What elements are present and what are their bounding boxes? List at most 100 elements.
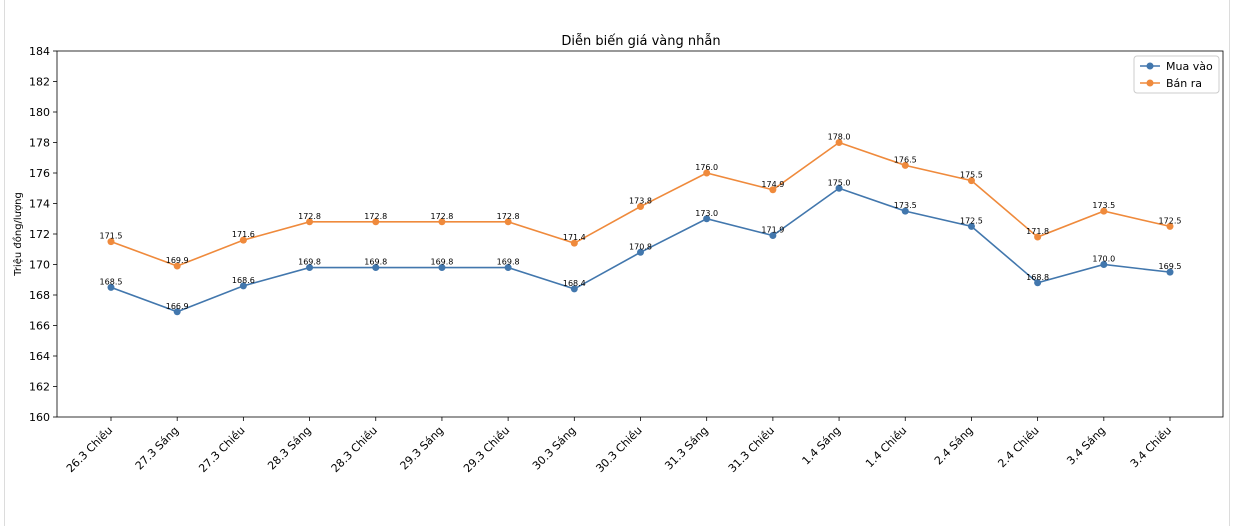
data-label-mua-vao: 173.5 [894,201,917,210]
y-tick-label: 182 [29,76,50,89]
y-tick-label: 164 [29,350,50,363]
data-point-ban-ra [703,169,711,177]
legend-marker-mua-vao [1146,62,1154,70]
y-tick-label: 172 [29,228,50,241]
data-label-ban-ra: 171.5 [100,232,123,241]
data-point-ban-ra [835,139,843,146]
data-label-ban-ra: 172.8 [430,212,453,221]
data-label-mua-vao: 169.8 [298,258,321,267]
x-tick-label: 27.3 Chiều [196,424,247,475]
data-label-mua-vao: 168.6 [232,276,255,285]
data-label-mua-vao: 169.8 [430,258,453,267]
data-label-mua-vao: 175.0 [828,178,851,187]
data-point-ban-ra [239,236,247,244]
data-point-ban-ra [438,218,446,226]
y-ticks: 160 162 164 166 168 170 172 174 176 178 180 182 184 [29,45,57,424]
data-label-ban-ra: 176.5 [894,155,917,164]
data-point-mua-vao [1034,279,1042,287]
x-tick-label: 2.4 Sáng [932,424,976,468]
y-tick-label: 160 [29,411,50,424]
data-label-ban-ra: 172.8 [298,212,321,221]
data-label-ban-ra: 171.4 [563,233,586,242]
data-point-mua-vao [1100,261,1108,268]
data-label-mua-vao: 168.8 [1026,273,1049,282]
x-tick-label: 28.3 Sáng [265,424,314,473]
data-point-mua-vao [306,264,314,272]
y-axis-label: Triệu đồng/lượng [12,192,24,277]
chart-title: Diễn biến giá vàng nhẫn [561,34,720,49]
series-group: 168.5 166.9 168.6 169.8 169.8 169.8 169.8 168.4… [100,133,1182,316]
data-point-ban-ra [1034,233,1042,241]
y-tick-label: 166 [29,320,50,333]
data-label-mua-vao: 169.5 [1159,262,1182,271]
data-point-mua-vao [239,282,247,290]
y-tick-label: 176 [29,167,50,180]
x-tick-label: 29.3 Chiều [461,424,512,475]
legend: Mua vào Bán ra [1133,55,1220,94]
data-label-ban-ra: 176.0 [695,163,718,172]
data-label-ban-ra: 175.5 [960,171,983,180]
data-label-mua-vao: 173.0 [695,209,718,218]
data-label-mua-vao: 168.4 [563,279,586,288]
data-label-ban-ra: 174.9 [761,180,784,189]
line-chart: Diễn biến giá vàng nhẫn Triệu đồng/lượng… [12,34,1224,475]
y-tick-label: 184 [29,45,50,58]
y-tick-label: 168 [29,289,50,302]
x-tick-label: 29.3 Sáng [398,424,447,473]
data-point-mua-vao [769,232,777,240]
data-point-ban-ra [504,218,512,226]
data-label-ban-ra: 173.5 [1092,201,1115,210]
data-point-mua-vao [107,283,115,291]
y-tick-label: 162 [29,381,50,394]
data-point-ban-ra [306,218,314,226]
data-point-mua-vao [438,264,446,272]
data-label-mua-vao: 169.8 [364,258,387,267]
data-label-mua-vao: 166.9 [166,302,189,311]
data-point-ban-ra [173,262,181,270]
x-ticks: 26.3 Chiều 27.3 Sáng 27.3 Chiều 28.3 Sáng 28… [64,417,1174,475]
chart-container: Diễn biến giá vàng nhẫn Triệu đồng/lượng… [4,0,1230,526]
data-point-mua-vao [1166,268,1174,276]
y-tick-label: 180 [29,106,50,119]
x-tick-label: 31.3 Sáng [662,424,711,473]
legend-marker-ban-ra [1146,79,1154,87]
data-label-ban-ra: 171.8 [1026,227,1049,236]
x-tick-label: 2.4 Chiều [995,424,1041,470]
x-tick-label: 3.4 Sáng [1064,424,1108,468]
x-tick-label: 26.3 Chiều [64,424,115,475]
data-point-ban-ra [570,239,578,247]
data-point-mua-vao [504,264,512,272]
x-tick-label: 27.3 Sáng [133,424,182,473]
data-label-ban-ra: 172.8 [497,212,520,221]
data-point-ban-ra [967,177,975,185]
data-label-mua-vao: 171.9 [761,226,784,235]
data-point-ban-ra [769,186,777,194]
data-label-ban-ra: 172.5 [1159,216,1182,225]
y-tick-label: 170 [29,259,50,272]
data-point-mua-vao [570,285,578,293]
x-tick-label: 30.3 Sáng [530,424,579,473]
data-point-mua-vao [901,207,909,215]
data-label-mua-vao: 172.5 [960,216,983,225]
legend-label-ban-ra: Bán ra [1166,77,1202,90]
data-label-mua-vao: 169.8 [497,258,520,267]
data-label-ban-ra: 169.9 [166,256,189,265]
data-point-ban-ra [901,161,909,169]
data-label-mua-vao: 170.8 [629,242,652,251]
data-point-mua-vao [967,222,975,230]
x-tick-label: 28.3 Chiều [329,424,380,475]
data-point-ban-ra [637,203,644,211]
x-tick-label: 1.4 Sáng [800,424,844,468]
data-point-mua-vao [173,308,181,316]
y-tick-label: 174 [29,198,50,211]
data-point-ban-ra [372,218,380,226]
data-point-mua-vao [835,184,843,192]
legend-label-mua-vao: Mua vào [1166,60,1213,73]
data-point-ban-ra [107,238,115,246]
data-point-ban-ra [1166,222,1174,230]
x-tick-label: 1.4 Chiều [863,424,909,470]
data-point-mua-vao [637,248,644,256]
data-point-mua-vao [703,215,711,223]
data-label-mua-vao: 170.0 [1092,255,1115,264]
x-tick-label: 31.3 Chiều [726,424,777,475]
